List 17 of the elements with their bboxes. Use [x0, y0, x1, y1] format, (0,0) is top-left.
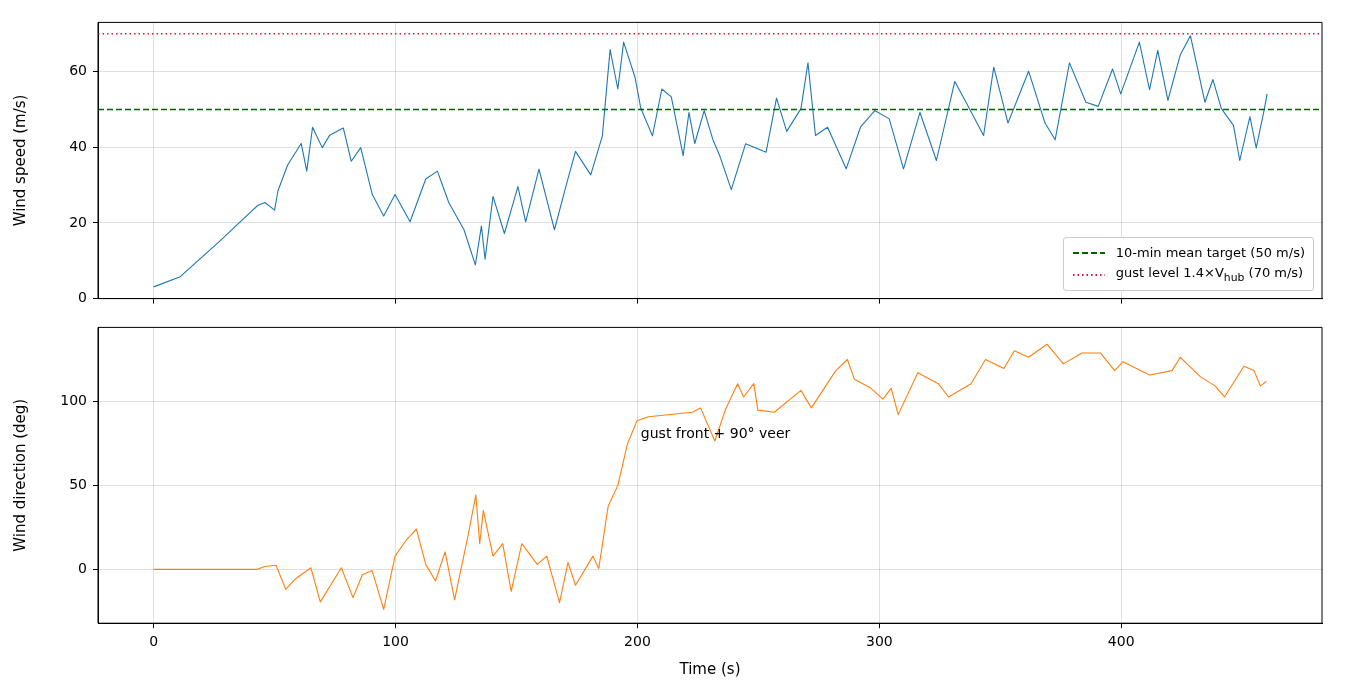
x-tick-label: 200: [624, 633, 651, 650]
x-tick-label: 100: [382, 633, 409, 650]
y-tick-label: 60: [69, 62, 87, 79]
y-tick-label: 0: [78, 560, 87, 577]
y-axis-title: Wind direction (deg): [10, 398, 29, 552]
y-tick-label: 40: [69, 137, 87, 154]
x-tick-label: 300: [865, 633, 893, 650]
legend-label: gust level 1.4×V$_{hub}$ (70 m/s): [1115, 265, 1304, 284]
y-tick-label: 100: [60, 391, 87, 408]
x-tick-label: 400: [1107, 633, 1135, 650]
y-tick-label: 20: [69, 213, 87, 230]
y-tick-label: 50: [69, 476, 87, 493]
y-axis-title: Wind speed (m/s): [10, 94, 29, 227]
y-tick-label: 0: [78, 289, 87, 306]
x-tick-label: 0: [149, 633, 159, 650]
legend-label: 10-min mean target (50 m/s): [1115, 245, 1305, 261]
x-axis-title: Time (s): [678, 659, 741, 678]
